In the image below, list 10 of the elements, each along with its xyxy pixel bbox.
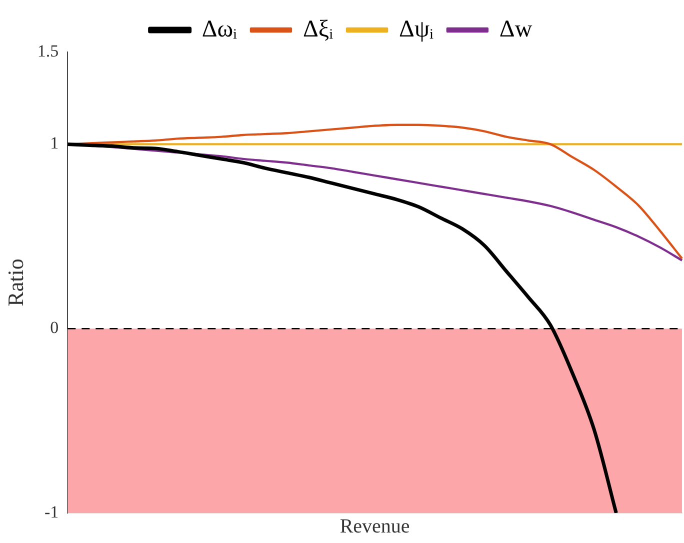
legend-label: Δωᵢ — [202, 16, 238, 42]
y-tick-label: 1.5 — [37, 41, 59, 60]
y-tick-label: -1 — [44, 502, 59, 522]
y-tick-label: 0 — [50, 318, 59, 338]
y-tick-label: 1 — [50, 134, 59, 153]
legend-label: Δw — [499, 16, 533, 42]
y-axis-title: Ratio — [2, 258, 28, 306]
legend-label: Δξᵢ — [302, 16, 334, 42]
legend-label: Δψᵢ — [399, 16, 434, 42]
x-axis-title: Revenue — [340, 515, 410, 538]
